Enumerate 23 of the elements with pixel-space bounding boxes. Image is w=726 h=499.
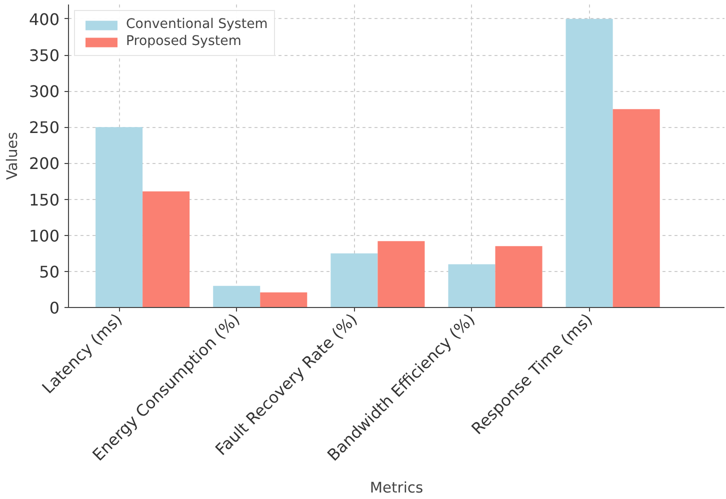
y-tick-label: 50 — [39, 262, 60, 282]
bar — [96, 127, 143, 308]
bar — [330, 253, 378, 308]
y-tick-label: 350 — [28, 46, 60, 65]
bar — [260, 292, 308, 308]
y-tick-label: 250 — [28, 118, 60, 138]
bar — [142, 191, 190, 308]
y-tick-label: 0 — [49, 298, 60, 318]
y-tick-label: 300 — [28, 82, 60, 102]
bar — [495, 246, 542, 308]
y-tick-label: 100 — [28, 226, 60, 246]
bar — [213, 286, 260, 308]
y-axis-title: Values — [4, 132, 21, 180]
bar — [612, 109, 660, 308]
legend-label: Proposed System — [126, 34, 242, 49]
x-axis-title: Metrics — [370, 479, 424, 496]
y-tick-label: 200 — [28, 154, 60, 174]
bar — [448, 264, 496, 308]
y-tick-label: 150 — [28, 190, 60, 210]
legend-label: Conventional System — [126, 17, 268, 32]
y-tick-label: 400 — [28, 10, 60, 29]
bar — [378, 241, 425, 308]
bar — [566, 18, 613, 308]
